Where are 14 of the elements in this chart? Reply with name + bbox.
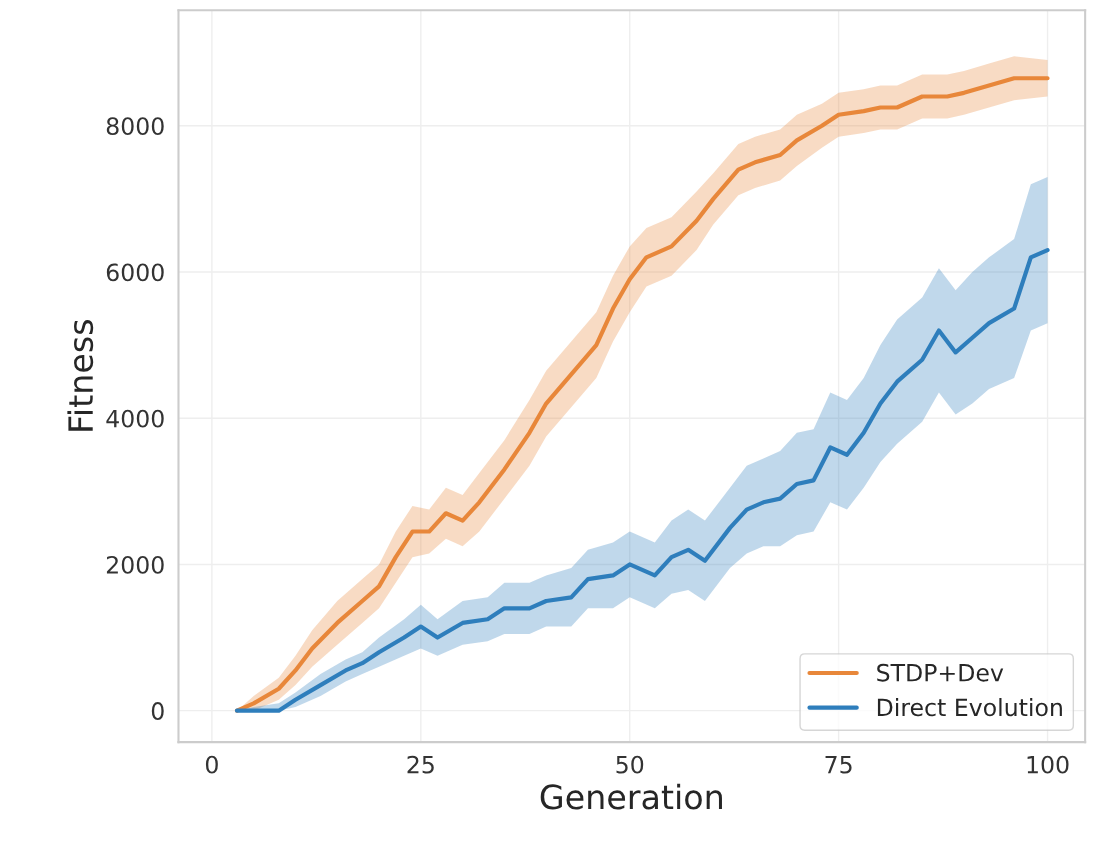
y-tick-label: 4000: [106, 409, 164, 428]
legend-label: STDP+Dev: [877, 663, 1004, 682]
y-tick-label: 6000: [106, 263, 164, 282]
x-axis-title: Generation: [540, 783, 722, 810]
y-tick-label: 2000: [106, 555, 164, 574]
legend-label: Direct Evolution: [877, 698, 1062, 717]
x-tick-label: 0: [205, 755, 218, 774]
y-axis-title: Fitness: [67, 320, 94, 431]
x-tick-label: 75: [825, 756, 852, 774]
x-tick-label: 100: [1027, 755, 1069, 774]
x-tick-label: 25: [407, 755, 434, 774]
y-tick-label: 0: [151, 702, 164, 720]
x-tick-label: 50: [616, 755, 644, 774]
y-tick-label: 8000: [106, 117, 164, 136]
